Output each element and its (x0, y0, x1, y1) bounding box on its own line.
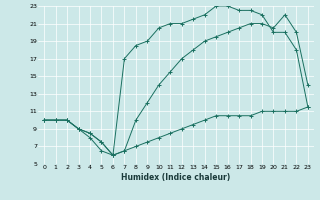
X-axis label: Humidex (Indice chaleur): Humidex (Indice chaleur) (121, 173, 231, 182)
